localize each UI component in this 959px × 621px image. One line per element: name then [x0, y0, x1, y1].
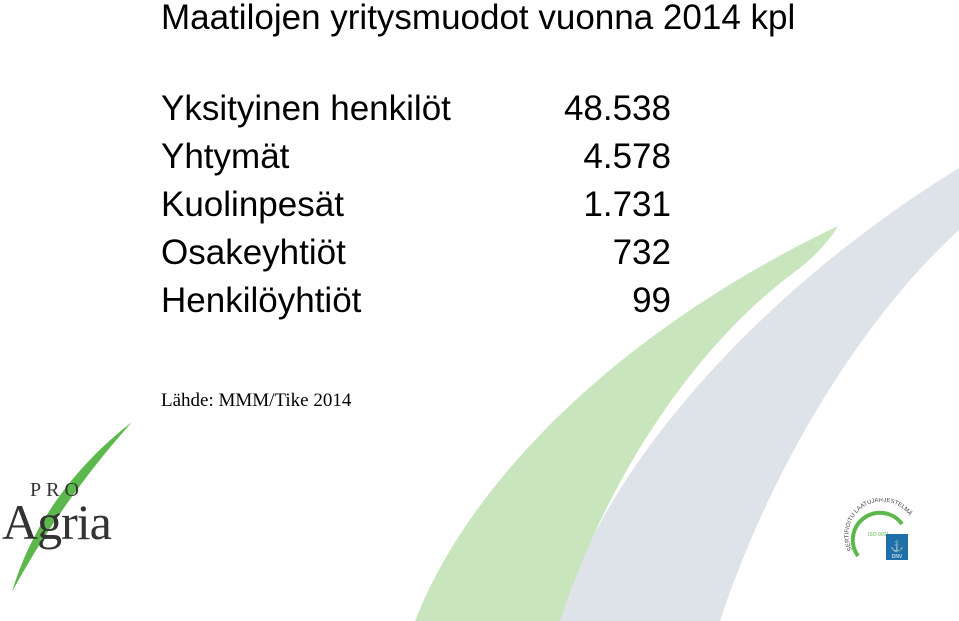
logo-text-pro: PRO	[30, 479, 84, 501]
stats-row: Kuolinpesät 1.731	[161, 183, 671, 231]
cert-iso-text: ISO 9001	[868, 532, 889, 538]
stats-row: Osakeyhtiöt 732	[161, 231, 671, 279]
row-value: 4.578	[583, 137, 671, 176]
dnv-badge	[886, 534, 908, 560]
certification-seal: SERTIFIOITU LAATUJÄRJESTELMÄ ISO 9001 ⚓ …	[844, 498, 914, 560]
stats-row: Henkilöyhtiöt 99	[161, 279, 671, 327]
row-label: Yhtymät	[161, 137, 290, 176]
row-value: 99	[632, 281, 671, 320]
row-value: 48.538	[563, 89, 671, 128]
stats-row: Yhtymät 4.578	[161, 135, 671, 183]
row-label: Yksityinen henkilöt	[161, 89, 451, 128]
grey-swoosh-shape	[560, 168, 959, 621]
row-label: Henkilöyhtiöt	[161, 281, 362, 320]
cert-badge-text: DNV	[892, 554, 903, 560]
source-note: Lähde: MMM/Tike 2014	[161, 390, 352, 411]
row-value: 1.731	[583, 185, 671, 224]
anchor-icon: ⚓	[890, 540, 904, 553]
stats-row: Yksityinen henkilöt 48.538	[161, 87, 671, 135]
row-label: Osakeyhtiöt	[161, 233, 346, 272]
page-title: Maatilojen yritysmuodot vuonna 2014 kpl	[161, 0, 796, 37]
row-label: Kuolinpesät	[161, 185, 344, 224]
row-value: 732	[612, 233, 671, 272]
logo-text-agria: Agria	[2, 494, 112, 550]
stats-table: Yksityinen henkilöt 48.538 Yhtymät 4.578…	[161, 87, 671, 327]
green-swoosh-shape	[415, 226, 838, 621]
proagria-logo: PRO Agria	[0, 420, 140, 600]
